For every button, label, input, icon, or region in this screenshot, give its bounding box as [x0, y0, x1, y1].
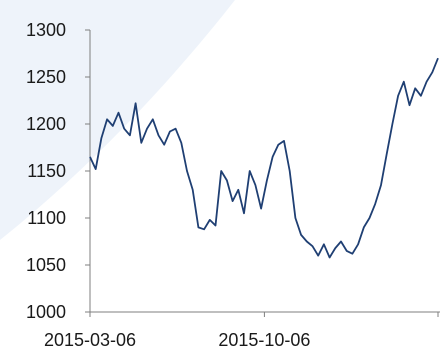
y-tick-label: 1000 [26, 302, 66, 322]
y-tick-label: 1150 [27, 161, 66, 181]
y-tick-label: 1250 [26, 67, 66, 87]
y-axis: 1000 1050 1100 1150 1200 1250 1300 [26, 20, 91, 322]
x-tick-label: 2015-03-06 [44, 330, 136, 350]
y-tick-label: 1300 [26, 20, 66, 40]
x-tick-label: 2015-10-06 [218, 330, 310, 350]
background-tint [0, 0, 235, 240]
y-tick-label: 1100 [27, 208, 66, 228]
x-axis: 2015-03-06 2015-10-06 [44, 311, 440, 350]
series-line [89, 57, 439, 259]
y-tick-label: 1200 [26, 114, 66, 134]
y-tick-label: 1050 [26, 255, 66, 275]
